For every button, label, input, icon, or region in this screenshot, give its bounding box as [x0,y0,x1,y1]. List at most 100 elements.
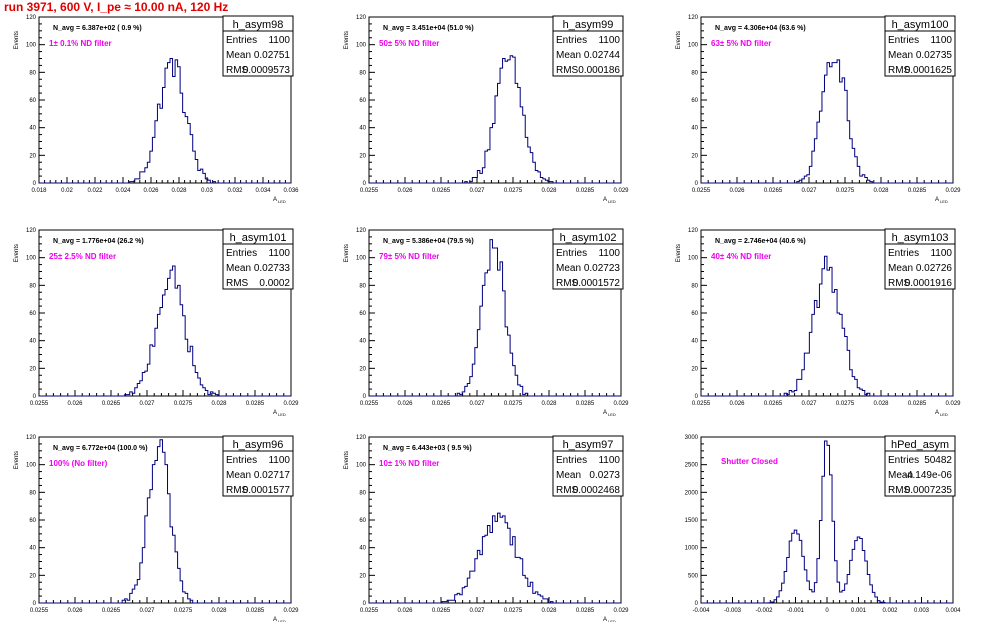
x-tick-label: 0.026 [397,401,413,407]
stats-box-frame [222,435,294,497]
y-tick-label: 0 [33,394,37,400]
x-tick-label: 0.0255 [360,401,379,407]
x-tick-label: 0.029 [283,401,299,407]
x-tick-label: 0.026 [729,401,745,407]
y-tick-label: 100 [26,43,37,49]
y-tick-label: 1000 [685,546,699,552]
y-tick-label: 20 [29,153,36,159]
stats-box: h_asym98 Entries 1100 Mean 0.02751 RMS0.00095… [222,15,294,77]
stats-value-entries: 1100 [598,455,620,466]
stats-label-entries: Entries [888,455,919,466]
histogram-line [369,55,621,184]
x-tick-label: 0.0255 [360,608,379,614]
x-tick-label: 0 [825,608,829,614]
y-tick-label: 120 [26,228,37,234]
x-tick-label: 0.028 [211,608,227,614]
y-tick-label: 60 [691,98,698,104]
x-tick-label: 0.018 [31,188,47,194]
y-tick-label: 100 [356,43,367,49]
x-tick-label: 0.029 [945,188,961,194]
y-tick-label: 40 [29,126,36,132]
stats-value-rms: 0.000186 [578,65,620,76]
stats-value-rms: 0.0007235 [905,485,953,496]
stats-value-mean: -4.149e-06 [904,470,953,481]
navg-label: N_avg = 3.451e+04 (51.0 %) [383,25,474,32]
y-tick-label: 2500 [685,463,699,469]
stats-box: hPed_asym Entries 50482 Mean-4.149e-06 RMS0.… [884,435,956,497]
stats-value-rms: 0.0001577 [243,485,291,496]
x-tick-label: 0.0275 [504,608,523,614]
stats-label-rms: RMS [226,65,249,76]
y-tick-label: 20 [29,366,36,372]
stats-label-entries: Entries [556,35,587,46]
histogram-name: h_asym99 [563,19,614,31]
y-tick-label: 100 [26,256,37,262]
stats-label-entries: Entries [226,455,257,466]
x-axis-subscript: LED [278,199,286,204]
stats-value-entries: 1100 [930,35,952,46]
histogram-panel-h_asym99: 0 20 40 60 80 100 120 0.0255 0.026 0.0265 0.027 0.0… [344,15,629,204]
filter-note: 10± 1% ND filter [379,459,439,468]
x-tick-label: 0.0265 [102,608,121,614]
stats-label-rms: RMS [226,278,249,289]
navg-label: N_avg = 4.306e+04 (63.6 %) [715,25,806,32]
x-tick-label: 0.028 [541,401,557,407]
histogram-name: h_asym96 [233,439,284,451]
x-tick-label: 0.0275 [504,188,523,194]
y-tick-label: 80 [359,283,366,289]
histogram-line [701,255,953,397]
y-tick-label: 120 [356,228,367,234]
stats-label-rms: RMS [226,485,249,496]
y-tick-label: 2000 [685,490,699,496]
histogram-line [39,58,291,184]
stats-value-entries: 50482 [924,455,952,466]
y-axis-title: Events [344,451,350,469]
x-tick-label: 0.026 [67,401,83,407]
x-tick-label: 0.0285 [246,401,265,407]
y-tick-label: 100 [688,43,699,49]
histogram-name: h_asym103 [892,232,949,244]
x-tick-label: 0.027 [801,401,817,407]
stats-box: h_asym99 Entries 1100 Mean 0.02744 RMS 0.00018… [552,15,624,77]
stats-value-mean: 0.0273 [589,470,620,481]
x-tick-label: 0.0265 [432,608,451,614]
x-tick-label: 0.0255 [692,188,711,194]
histogram-panel-h_asym97: 0 20 40 60 80 100 120 0.0255 0.026 0.0265 0.027 0.0… [344,435,629,622]
y-tick-label: 40 [29,546,36,552]
histogram-line [369,512,621,604]
y-tick-label: 20 [691,153,698,159]
x-tick-label: 0.03 [201,188,213,194]
stats-label-mean: Mean [556,50,581,61]
y-tick-label: 100 [356,256,367,262]
stats-value-mean: 0.02726 [916,263,953,274]
y-tick-label: 60 [359,311,366,317]
stats-label-mean: Mean [556,263,581,274]
stats-label-mean: Mean [888,470,913,481]
x-tick-label: 0.029 [283,608,299,614]
histogram-line [39,265,291,397]
x-tick-label: 0.028 [873,401,889,407]
y-tick-label: 60 [359,518,366,524]
x-tick-label: 0.029 [613,401,629,407]
y-tick-label: 0 [33,601,37,607]
y-tick-label: 80 [29,283,36,289]
histogram-name: h_asym98 [233,19,284,31]
x-tick-label: 0.0265 [764,188,783,194]
x-tick-label: 0.0265 [432,401,451,407]
x-tick-label: 0.026 [397,188,413,194]
stats-box: h_asym102 Entries 1100 Mean 0.02723 RMS0.0001… [552,228,624,290]
x-tick-label: -0.003 [724,608,742,614]
x-tick-label: 0.0255 [692,401,711,407]
x-tick-label: 0.028 [873,188,889,194]
stats-label-rms: RMS [888,485,911,496]
stats-label-rms: RMS [888,65,911,76]
x-axis-subscript: LED [940,412,948,417]
y-tick-label: 120 [356,435,367,441]
y-tick-label: 80 [29,490,36,496]
x-tick-label: -0.004 [692,608,710,614]
x-tick-label: 0.032 [227,188,243,194]
histogram-panel-h_asym103: 0 20 40 60 80 100 120 0.0255 0.026 0.0265 0.027 0.0… [676,228,961,417]
histogram-name: h_asym97 [563,439,614,451]
x-tick-label: 0.0275 [836,401,855,407]
y-tick-label: 100 [26,463,37,469]
